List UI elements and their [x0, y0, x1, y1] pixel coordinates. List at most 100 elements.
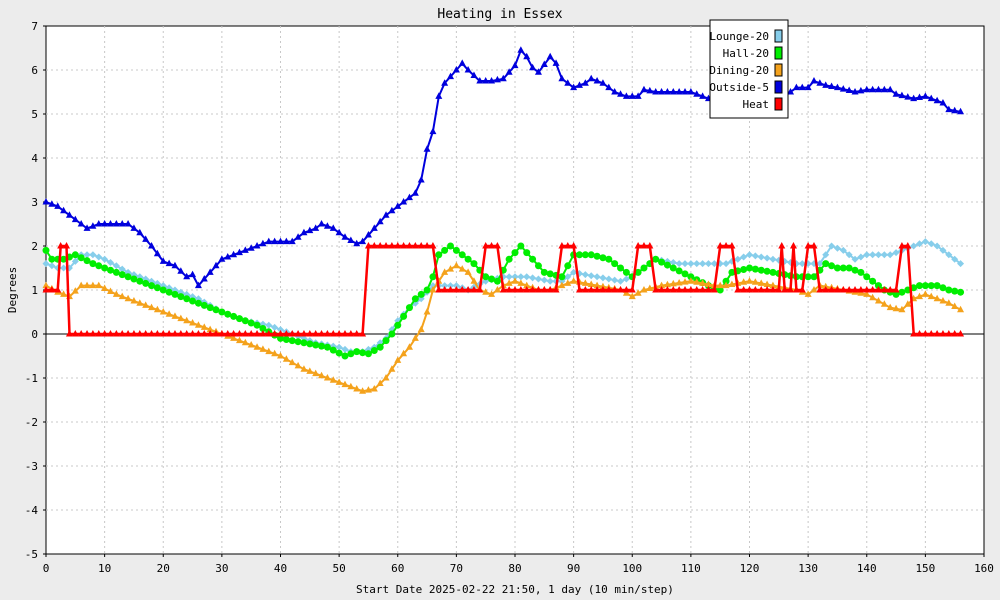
data-point: [288, 237, 296, 245]
data-point: [540, 286, 548, 293]
data-point: [839, 85, 847, 92]
data-point: [48, 255, 56, 263]
data-point: [124, 330, 132, 337]
data-point: [789, 242, 797, 249]
data-point: [617, 90, 625, 97]
data-point: [511, 277, 519, 284]
data-point: [939, 99, 947, 106]
data-point: [529, 255, 537, 263]
data-point: [212, 261, 220, 269]
data-point: [898, 91, 906, 99]
data-point: [886, 85, 894, 93]
data-point: [816, 286, 824, 293]
data-point: [599, 254, 607, 262]
series-layer: [42, 46, 965, 394]
data-point: [611, 286, 619, 293]
data-point: [529, 63, 537, 71]
data-point: [435, 251, 443, 259]
data-point: [171, 261, 179, 269]
data-point: [323, 374, 331, 381]
data-point: [781, 286, 789, 293]
data-point: [587, 286, 595, 293]
data-point: [277, 326, 284, 334]
data-point: [57, 242, 65, 249]
data-point: [892, 249, 900, 257]
x-tick-label: 150: [915, 562, 935, 575]
data-point: [499, 286, 507, 293]
data-point: [200, 275, 208, 282]
data-point: [394, 202, 402, 209]
y-tick-label: 3: [31, 196, 38, 209]
data-point: [230, 334, 238, 341]
data-point: [148, 282, 156, 290]
data-point: [42, 281, 50, 289]
data-point: [769, 268, 777, 276]
data-point: [927, 240, 935, 248]
data-point: [148, 303, 156, 311]
data-point: [423, 308, 431, 315]
data-point: [945, 286, 953, 294]
data-point: [359, 330, 367, 337]
data-point: [757, 279, 765, 286]
data-point: [523, 249, 531, 257]
data-point: [370, 242, 378, 249]
legend-items: Lounge-20 Hall-20 Dining-20 Outside-5 Heat: [709, 29, 783, 111]
data-point: [523, 281, 531, 289]
data-point: [265, 347, 273, 355]
data-point: [452, 282, 460, 290]
data-point: [224, 253, 232, 260]
x-tick-label: 130: [798, 562, 818, 575]
data-point: [951, 330, 959, 337]
data-point: [189, 270, 197, 278]
data-point: [634, 92, 642, 99]
data-point: [728, 268, 736, 276]
data-point: [200, 330, 208, 337]
data-point: [534, 275, 542, 283]
data-point: [851, 266, 859, 274]
data-point: [382, 242, 390, 249]
data-point: [658, 281, 666, 289]
data-point: [452, 261, 460, 269]
data-point: [347, 350, 355, 358]
data-point: [628, 292, 636, 300]
data-point: [534, 68, 542, 75]
data-point: [194, 299, 202, 307]
data-point: [265, 321, 273, 329]
data-point: [312, 330, 320, 337]
data-point: [464, 255, 472, 263]
y-tick-label: 6: [31, 64, 38, 77]
data-point: [939, 284, 947, 292]
data-point: [218, 330, 226, 337]
data-point: [171, 290, 179, 298]
data-point: [874, 286, 882, 293]
data-point: [153, 249, 161, 257]
data-point: [880, 300, 888, 307]
data-point: [669, 264, 677, 272]
data-point: [669, 259, 677, 266]
data-point: [775, 286, 783, 293]
data-point: [417, 290, 425, 298]
legend-swatch: [774, 46, 783, 60]
data-point: [118, 292, 126, 300]
data-point: [804, 83, 812, 91]
data-point: [288, 337, 296, 345]
data-point: [921, 330, 929, 337]
data-point: [206, 304, 214, 312]
data-point: [482, 288, 490, 295]
data-point: [71, 215, 79, 223]
data-point: [675, 278, 683, 286]
data-point: [388, 206, 396, 214]
data-point: [294, 233, 302, 240]
data-point: [159, 330, 167, 337]
data-point: [306, 340, 314, 348]
data-point: [482, 273, 490, 281]
legend-label: Hall-20: [723, 47, 769, 60]
data-point: [200, 301, 208, 309]
data-point: [634, 289, 642, 296]
x-tick-label: 20: [157, 562, 170, 575]
data-point: [218, 308, 226, 316]
data-point: [552, 59, 560, 66]
data-point: [318, 330, 326, 337]
data-point: [523, 52, 531, 60]
data-point: [458, 286, 466, 293]
